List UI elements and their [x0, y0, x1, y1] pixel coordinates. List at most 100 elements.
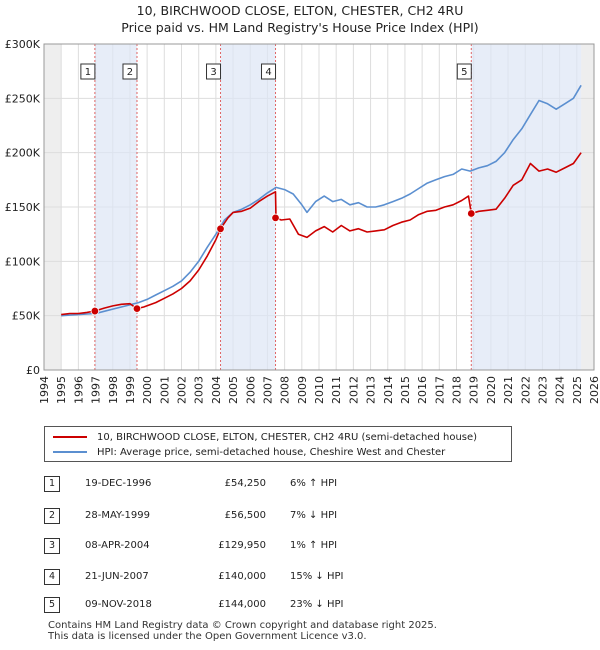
sale-interval-band — [94, 44, 137, 370]
x-tick-label: 2009 — [296, 376, 309, 404]
sale-date: 28-MAY-1999 — [85, 510, 151, 521]
x-tick-label: 1997 — [90, 376, 103, 404]
sale-date: 09-NOV-2018 — [85, 599, 152, 610]
y-tick-label: £250K — [5, 92, 41, 105]
x-tick-label: 1999 — [124, 376, 137, 404]
x-tick-label: 2014 — [382, 376, 395, 404]
x-tick-label: 2025 — [571, 376, 584, 404]
plot-frame — [43, 43, 595, 371]
legend-label-hpi: HPI: Average price, semi-detached house,… — [97, 446, 446, 458]
legend-item-hpi: HPI: Average price, semi-detached house,… — [53, 445, 445, 459]
property-price-line — [61, 152, 582, 316]
sale-label-box — [456, 63, 472, 80]
sale-hpi-diff: 23% ↓ HPI — [290, 599, 344, 610]
x-tick-label: 2023 — [536, 376, 549, 404]
y-tick-label: £150K — [5, 201, 41, 214]
sale-number: 1 — [44, 476, 60, 492]
sale-point — [467, 209, 476, 218]
sale-markers: 1 2 3 4 5 — [80, 63, 476, 316]
x-tick-label: 2026 — [588, 376, 600, 404]
x-tick-label: 2002 — [176, 376, 189, 404]
y-tick-label: £300K — [5, 38, 41, 51]
sale-hpi-diff: 15% ↓ HPI — [290, 571, 344, 582]
axes: £0 £50K £100K £150K £200K £250K £300K 1994 1995 1… — [5, 38, 600, 404]
x-tick-label: 2022 — [519, 376, 532, 404]
sale-label-box — [122, 63, 138, 80]
sale-label-box — [206, 63, 222, 80]
legend-swatch-blue — [53, 451, 87, 453]
x-tick-label: 2021 — [502, 376, 515, 404]
sale-label-number: 5 — [461, 67, 467, 78]
chart-subtitle: Price paid vs. HM Land Registry's House … — [121, 20, 479, 35]
sale-price: £144,000 — [218, 599, 266, 610]
sale-label-number: 4 — [265, 67, 271, 78]
footer-licence: This data is licensed under the Open Gov… — [48, 631, 367, 642]
x-tick-label: 2000 — [141, 376, 154, 404]
x-tick-label: 2003 — [193, 376, 206, 404]
y-tick-label: £0 — [26, 364, 40, 377]
x-tick-label: 1998 — [107, 376, 120, 404]
sale-price: £129,950 — [218, 540, 266, 551]
sale-date: 19-DEC-1996 — [85, 478, 152, 489]
x-tick-label: 2015 — [399, 376, 412, 404]
sale-number: 3 — [44, 538, 60, 554]
x-tick-label: 1994 — [38, 376, 51, 404]
x-tick-label: 2010 — [313, 376, 326, 404]
sale-label-number: 3 — [210, 67, 216, 78]
footer-copyright: Contains HM Land Registry data © Crown c… — [48, 620, 437, 631]
legend: 10, BIRCHWOOD CLOSE, ELTON, CHESTER, CH2… — [44, 426, 512, 462]
table-row: 3 08-APR-2004 £129,950 1% ↑ HPI — [0, 538, 600, 558]
y-tick-label: £50K — [12, 310, 41, 323]
sale-label-number: 1 — [85, 67, 91, 78]
table-row: 2 28-MAY-1999 £56,500 7% ↓ HPI — [0, 508, 600, 528]
sale-label-number: 2 — [127, 67, 133, 78]
sale-label-box — [80, 63, 96, 80]
sale-number: 5 — [44, 597, 60, 613]
price-chart: £0 £50K £100K £150K £200K £250K £300K 1994 1995 1… — [5, 38, 600, 404]
x-tick-label: 2024 — [554, 376, 567, 404]
y-tick-label: £100K — [5, 255, 41, 268]
x-tick-label: 2017 — [433, 376, 446, 404]
sale-point — [90, 306, 100, 316]
sale-point — [271, 213, 280, 223]
sale-number: 4 — [44, 569, 60, 585]
y-tick-label: £200K — [5, 147, 41, 160]
legend-label-property: 10, BIRCHWOOD CLOSE, ELTON, CHESTER, CH2… — [97, 431, 478, 443]
x-tick-label: 2001 — [158, 376, 171, 404]
x-tick-label: 2013 — [365, 376, 378, 404]
sale-hpi-diff: 1% ↑ HPI — [290, 540, 338, 551]
sale-hpi-diff: 6% ↑ HPI — [290, 478, 338, 489]
table-row: 1 19-DEC-1996 £54,250 6% ↑ HPI — [0, 476, 600, 496]
sale-interval-band — [471, 44, 582, 370]
sale-hpi-diff: 7% ↓ HPI — [290, 510, 338, 521]
sale-number: 2 — [44, 508, 60, 524]
x-tick-label: 2020 — [485, 376, 498, 404]
legend-swatch-red — [53, 436, 87, 438]
sale-label-box — [261, 63, 277, 80]
legend-item-property: 10, BIRCHWOOD CLOSE, ELTON, CHESTER, CH2… — [53, 430, 477, 444]
x-tick-label: 2005 — [227, 376, 240, 404]
sale-price: £56,500 — [224, 510, 266, 521]
x-tick-label: 2008 — [279, 376, 292, 404]
series-lines — [61, 84, 582, 317]
x-tick-label: 2006 — [244, 376, 257, 404]
sale-date: 21-JUN-2007 — [85, 571, 149, 582]
sale-point — [132, 304, 142, 313]
x-tick-label: 2018 — [451, 376, 464, 404]
sale-price: £54,250 — [224, 478, 266, 489]
sale-interval-band — [220, 44, 276, 370]
x-tick-label: 2007 — [261, 376, 274, 404]
x-tick-label: 2011 — [330, 376, 343, 404]
table-row: 5 09-NOV-2018 £144,000 23% ↓ HPI — [0, 597, 600, 617]
sale-shading — [94, 44, 582, 370]
table-row: 4 21-JUN-2007 £140,000 15% ↓ HPI — [0, 569, 600, 589]
x-tick-label: 2016 — [416, 376, 429, 404]
x-tick-label: 2012 — [347, 376, 360, 404]
x-tick-label: 1996 — [72, 376, 85, 404]
x-tick-label: 2019 — [468, 376, 481, 404]
sale-date: 08-APR-2004 — [85, 540, 150, 551]
chart-title: 10, BIRCHWOOD CLOSE, ELTON, CHESTER, CH2… — [136, 3, 464, 18]
hpi-line — [61, 84, 582, 317]
x-tick-label: 2004 — [210, 376, 223, 404]
sale-price: £140,000 — [218, 571, 266, 582]
